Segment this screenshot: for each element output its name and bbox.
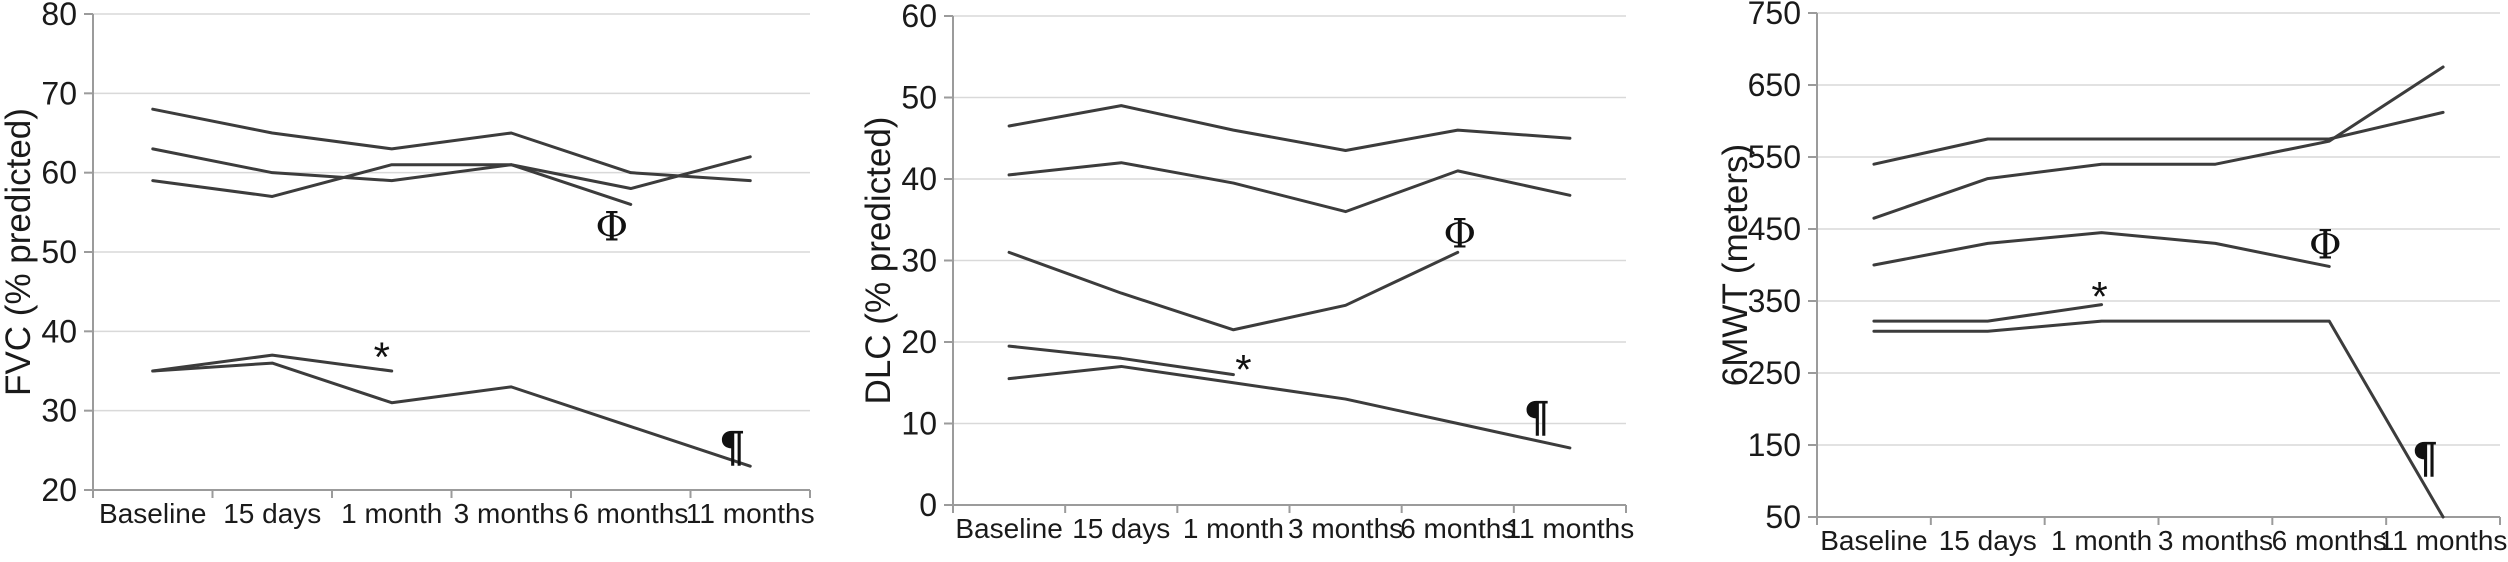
y-tick-label: 30 (41, 393, 77, 429)
pilcrow-marker: ¶ (719, 423, 746, 472)
y-tick-label: 30 (901, 243, 937, 279)
x-tick-label: 3 months (2158, 525, 2273, 556)
y-tick-label: 70 (41, 75, 77, 111)
series-line-3 (1007, 250, 1460, 332)
chart-svg: 0 10 20 30 40 50 60 Baseline 15 days 1 month 3 mon… (859, 0, 1635, 544)
x-tick-label: 3 months (1288, 513, 1403, 544)
y-tick-label: 60 (901, 0, 937, 34)
x-tick-label: 6 months (573, 498, 688, 529)
series-line-5 (1007, 364, 1572, 450)
series-line-1 (1872, 110, 2445, 166)
x-tick-label: 6 months (1400, 513, 1515, 544)
y-tick-label: 550 (1748, 139, 1801, 175)
y-tick-label: 10 (901, 406, 937, 442)
series-line-4 (1872, 303, 2104, 323)
y-tick-label: 40 (41, 313, 77, 349)
x-tick-label: Baseline (99, 498, 206, 529)
y-tick-label: 650 (1748, 67, 1801, 103)
x-tick-label: 1 month (2051, 525, 2152, 556)
y-tick-label: 50 (1765, 499, 1801, 535)
y-tick-label: 60 (41, 155, 77, 191)
series-line-5 (151, 361, 752, 468)
x-tick-label: 11 months (2379, 525, 2508, 556)
phi-marker: Φ (1443, 211, 1476, 257)
asterisk-marker: * (1235, 346, 1251, 393)
phi-marker: Φ (595, 204, 628, 250)
fvc-chart-panel: 20 30 40 50 60 70 80 Baseline 15 days 1 month 3 mo… (0, 0, 850, 562)
y-axis-title: 6MWT (meters) (1716, 144, 1755, 386)
y-axis-title: FVC (% predicted) (0, 108, 38, 396)
dlc-chart-panel: 0 10 20 30 40 50 60 Baseline 15 days 1 month 3 mon… (850, 0, 1690, 562)
y-tick-label: 0 (919, 487, 937, 523)
series-line-1 (151, 107, 752, 183)
chart-svg: 20 30 40 50 60 70 80 Baseline 15 days 1 month 3 mo… (0, 0, 815, 529)
x-tick-label: 11 months (1506, 513, 1635, 544)
y-tick-label: 50 (41, 234, 77, 270)
series-line-2 (1007, 161, 1572, 214)
y-tick-label: 40 (901, 161, 937, 197)
x-tick-label: 15 days (1072, 513, 1170, 544)
series-line-4 (1007, 344, 1235, 377)
y-tick-label: 20 (41, 472, 77, 508)
y-tick-label: 750 (1748, 0, 1801, 31)
series-line-1 (1007, 104, 1572, 152)
x-tick-label: 1 month (1183, 513, 1284, 544)
pilcrow-marker: ¶ (2412, 434, 2439, 483)
x-tick-label: Baseline (1820, 525, 1927, 556)
y-tick-label: 250 (1748, 355, 1801, 391)
series-line-4 (151, 353, 394, 373)
x-tick-label: 1 month (341, 498, 442, 529)
y-tick-label: 50 (901, 80, 937, 116)
chart-svg: 50 150 250 350 450 550 650 750 Baseline 15 days 1 … (1716, 0, 2508, 556)
y-tick-label: 150 (1748, 427, 1801, 463)
pilcrow-marker: ¶ (1524, 392, 1551, 441)
x-tick-label: 15 days (223, 498, 321, 529)
6mwt-chart-panel: 50 150 250 350 450 550 650 750 Baseline 15 days 1 … (1690, 0, 2508, 562)
y-tick-label: 350 (1748, 283, 1801, 319)
y-tick-label: 20 (901, 324, 937, 360)
y-tick-label: 450 (1748, 211, 1801, 247)
series-line-2 (1872, 65, 2445, 220)
x-tick-label: 15 days (1939, 525, 2037, 556)
asterisk-marker: * (374, 334, 390, 381)
series-line-3 (151, 163, 633, 206)
x-tick-label: Baseline (955, 513, 1062, 544)
series-line-3 (1872, 231, 2331, 268)
phi-marker: Φ (2309, 222, 2342, 268)
x-tick-label: 6 months (2272, 525, 2387, 556)
asterisk-marker: * (2091, 273, 2107, 320)
x-tick-label: 11 months (686, 498, 815, 529)
series-line-2 (151, 147, 752, 191)
x-tick-label: 3 months (454, 498, 569, 529)
y-axis-title: DLC (% predicted) (859, 117, 898, 405)
series-line-5 (1872, 319, 2445, 519)
y-tick-label: 80 (41, 0, 77, 32)
